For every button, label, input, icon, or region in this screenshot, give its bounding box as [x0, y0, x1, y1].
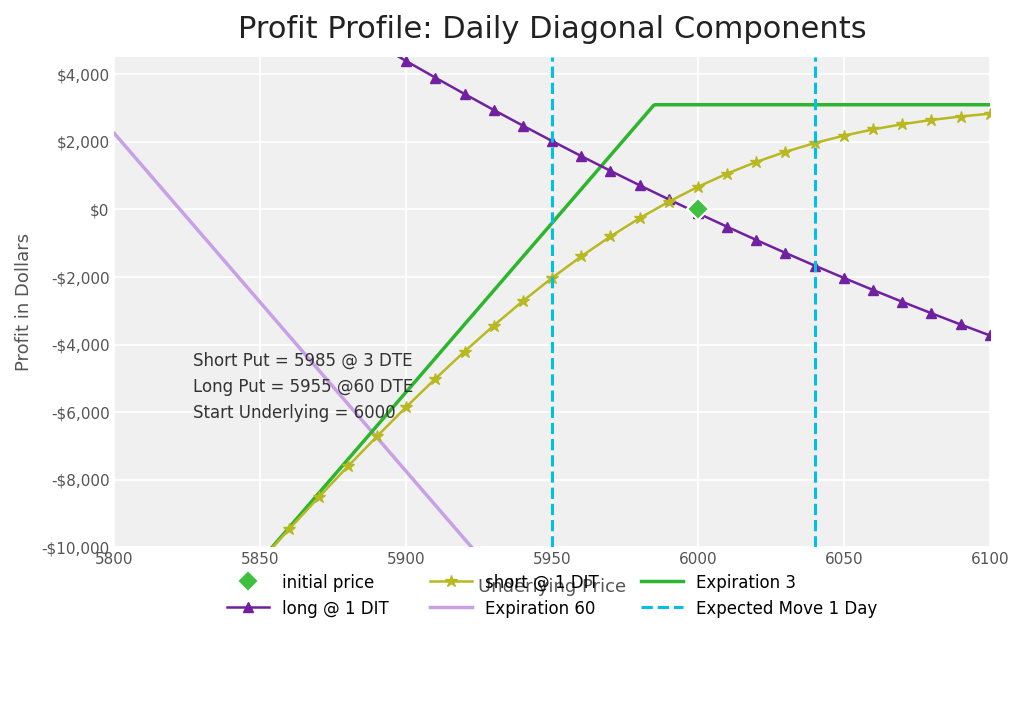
short @ 1 DIT: [109, 721, 121, 724]
long @ 1 DIT: [459, 90, 471, 98]
Expiration 3: [649, 101, 662, 109]
short @ 1 DIT: [254, 557, 266, 565]
short @ 1 DIT: [838, 131, 850, 140]
long @ 1 DIT: [721, 222, 733, 231]
short @ 1 DIT: [634, 214, 646, 222]
long @ 1 DIT: [779, 248, 792, 257]
Expiration 3: [624, 128, 636, 137]
short @ 1 DIT: [517, 297, 529, 306]
long @ 1 DIT: [604, 167, 616, 175]
long @ 1 DIT: [838, 274, 850, 282]
short @ 1 DIT: [867, 125, 880, 134]
Expiration 3: [109, 547, 121, 555]
long @ 1 DIT: [342, 22, 354, 31]
short @ 1 DIT: [896, 120, 908, 129]
short @ 1 DIT: [342, 462, 354, 471]
long @ 1 DIT: [429, 73, 441, 82]
short @ 1 DIT: [926, 116, 938, 125]
long @ 1 DIT: [575, 152, 588, 161]
X-axis label: Underlying Price: Underlying Price: [478, 578, 626, 597]
short @ 1 DIT: [196, 622, 208, 631]
Expiration 60: [626, 547, 638, 555]
short @ 1 DIT: [225, 589, 238, 597]
short @ 1 DIT: [575, 252, 588, 261]
short @ 1 DIT: [779, 148, 792, 156]
long @ 1 DIT: [809, 261, 821, 270]
long @ 1 DIT: [692, 209, 705, 218]
long @ 1 DIT: [867, 286, 880, 295]
Expiration 60: [109, 129, 121, 138]
short @ 1 DIT: [721, 169, 733, 178]
Expected Move 1 Day: [809, 205, 821, 214]
short @ 1 DIT: [954, 112, 967, 121]
short @ 1 DIT: [751, 158, 763, 167]
Expiration 3: [263, 546, 275, 555]
Line: Expiration 60: Expiration 60: [115, 133, 989, 551]
long @ 1 DIT: [926, 309, 938, 318]
long @ 1 DIT: [896, 298, 908, 306]
long @ 1 DIT: [400, 56, 413, 65]
long @ 1 DIT: [751, 235, 763, 244]
Line: Expiration 3: Expiration 3: [115, 105, 989, 551]
Expiration 3: [983, 101, 995, 109]
short @ 1 DIT: [284, 524, 296, 533]
Expiration 60: [769, 547, 781, 555]
short @ 1 DIT: [692, 182, 705, 191]
Title: Profit Profile: Daily Diagonal Components: Profit Profile: Daily Diagonal Component…: [238, 15, 866, 44]
long @ 1 DIT: [312, 5, 325, 14]
short @ 1 DIT: [983, 109, 995, 118]
short @ 1 DIT: [604, 232, 616, 241]
short @ 1 DIT: [312, 493, 325, 502]
short @ 1 DIT: [546, 274, 558, 282]
Expiration 60: [334, 390, 346, 398]
long @ 1 DIT: [546, 137, 558, 146]
short @ 1 DIT: [487, 321, 500, 330]
short @ 1 DIT: [137, 688, 150, 696]
Expected Move 1 Day: [809, 205, 821, 214]
Line: short @ 1 DIT: short @ 1 DIT: [109, 107, 996, 724]
short @ 1 DIT: [459, 348, 471, 356]
long @ 1 DIT: [983, 331, 995, 340]
long @ 1 DIT: [487, 106, 500, 114]
Expiration 60: [983, 547, 995, 555]
short @ 1 DIT: [400, 403, 413, 411]
Expiration 60: [469, 547, 481, 555]
Expiration 3: [504, 267, 516, 276]
short @ 1 DIT: [371, 432, 383, 441]
Line: long @ 1 DIT: long @ 1 DIT: [110, 0, 994, 340]
long @ 1 DIT: [663, 195, 675, 203]
short @ 1 DIT: [429, 374, 441, 383]
Expiration 60: [694, 547, 707, 555]
Expiration 3: [334, 465, 346, 473]
Expiration 3: [769, 101, 781, 109]
Expiration 60: [263, 308, 275, 317]
Legend: initial price, long @ 1 DIT, short @ 1 DIT, Expiration 60, Expiration 3, Expecte: initial price, long @ 1 DIT, short @ 1 D…: [220, 567, 884, 625]
long @ 1 DIT: [371, 40, 383, 49]
Expiration 60: [506, 547, 518, 555]
long @ 1 DIT: [954, 320, 967, 329]
short @ 1 DIT: [809, 139, 821, 148]
long @ 1 DIT: [517, 122, 529, 130]
short @ 1 DIT: [663, 198, 675, 206]
short @ 1 DIT: [167, 654, 179, 663]
Text: Short Put = 5985 @ 3 DTE
Long Put = 5955 @60 DTE
Start Underlying = 6000: Short Put = 5985 @ 3 DTE Long Put = 5955…: [194, 351, 414, 422]
long @ 1 DIT: [634, 181, 646, 190]
Y-axis label: Profit in Dollars: Profit in Dollars: [15, 233, 33, 371]
Expiration 3: [694, 101, 707, 109]
